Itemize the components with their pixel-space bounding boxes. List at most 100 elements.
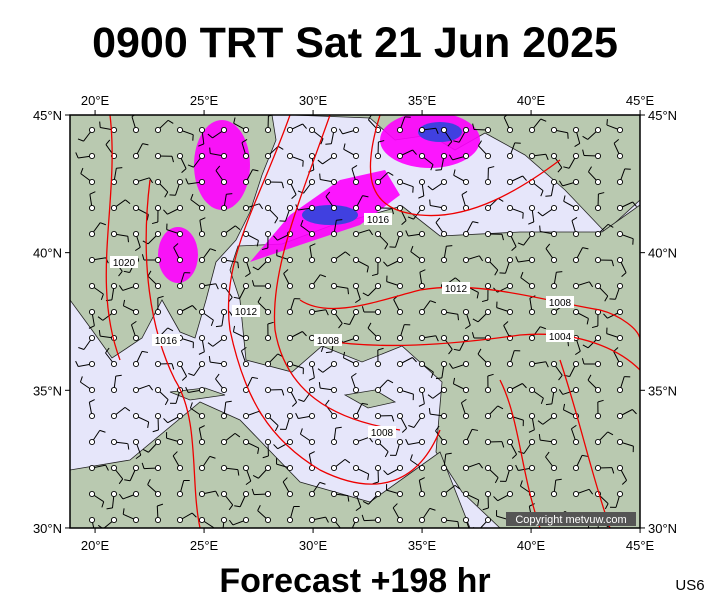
barb-station	[595, 439, 600, 444]
barb-station	[617, 387, 622, 392]
barb-station	[199, 257, 204, 262]
barb-station	[463, 517, 468, 522]
barb-station	[155, 517, 160, 522]
barb-station	[397, 127, 402, 132]
barb-station	[243, 205, 248, 210]
barb-station	[397, 517, 402, 522]
barb-station	[375, 205, 380, 210]
lon-label: 35°E	[408, 93, 437, 108]
barb-station	[551, 257, 556, 262]
barb-station	[353, 205, 358, 210]
barb-station	[419, 361, 424, 366]
barb-flag	[556, 272, 562, 273]
barb-station	[177, 517, 182, 522]
barb-station	[309, 361, 314, 366]
barb-station	[177, 309, 182, 314]
barb-station	[463, 309, 468, 314]
barb-station	[419, 465, 424, 470]
barb-station	[177, 283, 182, 288]
barb-station	[243, 153, 248, 158]
barb-station	[331, 179, 336, 184]
barb-station	[265, 361, 270, 366]
title: 0900 TRT Sat 21 Jun 2025	[92, 19, 618, 67]
barb-station	[331, 205, 336, 210]
barb-station	[221, 439, 226, 444]
barb-station	[551, 491, 556, 496]
barb-station	[199, 439, 204, 444]
barb-station	[375, 517, 380, 522]
barb-flag	[100, 122, 101, 128]
isobar-label: 1012	[445, 284, 468, 295]
barb-station	[353, 439, 358, 444]
barb-station	[551, 413, 556, 418]
barb-station	[573, 387, 578, 392]
barb-station	[133, 439, 138, 444]
barb-station	[551, 127, 556, 132]
barb-station	[463, 361, 468, 366]
isobar-label: 1020	[113, 258, 136, 269]
barb-station	[353, 257, 358, 262]
barb-station	[375, 335, 380, 340]
barb-station	[133, 153, 138, 158]
barb-station	[353, 309, 358, 314]
barb-station	[463, 153, 468, 158]
barb-station	[199, 205, 204, 210]
barb-station	[287, 205, 292, 210]
barb-station	[199, 413, 204, 418]
run-code: US6	[675, 577, 704, 594]
barb-station	[353, 387, 358, 392]
barb-station	[177, 439, 182, 444]
barb-station	[353, 283, 358, 288]
barb-station	[529, 465, 534, 470]
barb-station	[133, 205, 138, 210]
barb-station	[133, 387, 138, 392]
barb-station	[441, 491, 446, 496]
barb-station	[265, 309, 270, 314]
barb-station	[221, 153, 226, 158]
barb-station	[441, 361, 446, 366]
barb-flag	[430, 200, 431, 206]
barb-station	[573, 153, 578, 158]
barb-station	[375, 387, 380, 392]
barb-station	[573, 361, 578, 366]
barb-station	[617, 231, 622, 236]
barb-station	[331, 517, 336, 522]
barb-station	[89, 335, 94, 340]
barb-station	[89, 361, 94, 366]
barb-station	[111, 127, 116, 132]
barb-station	[287, 491, 292, 496]
barb-station	[485, 309, 490, 314]
barb-station	[177, 413, 182, 418]
barb-station	[89, 257, 94, 262]
barb-station	[419, 205, 424, 210]
barb-station	[155, 465, 160, 470]
barb-station	[397, 465, 402, 470]
barb-station	[419, 179, 424, 184]
barb-station	[89, 517, 94, 522]
barb-flag	[446, 246, 452, 247]
barb-flag	[320, 174, 321, 180]
isobar-label: 1016	[367, 215, 390, 226]
barb-flag	[540, 226, 541, 232]
barb-station	[111, 205, 116, 210]
barb-station	[265, 205, 270, 210]
barb-station	[507, 413, 512, 418]
barb-station	[199, 153, 204, 158]
barb-station	[485, 179, 490, 184]
barb-station	[177, 257, 182, 262]
barb-station	[199, 179, 204, 184]
barb-station	[221, 465, 226, 470]
barb-station	[155, 153, 160, 158]
barb-station	[199, 387, 204, 392]
barb-station	[419, 283, 424, 288]
barb-station	[617, 179, 622, 184]
barb-station	[551, 387, 556, 392]
barb-station	[397, 257, 402, 262]
barb-station	[419, 257, 424, 262]
barb-station	[221, 413, 226, 418]
copyright: Copyright metvuw.com	[515, 514, 626, 526]
barb-station	[529, 387, 534, 392]
barb-station	[485, 413, 490, 418]
barb-station	[309, 413, 314, 418]
